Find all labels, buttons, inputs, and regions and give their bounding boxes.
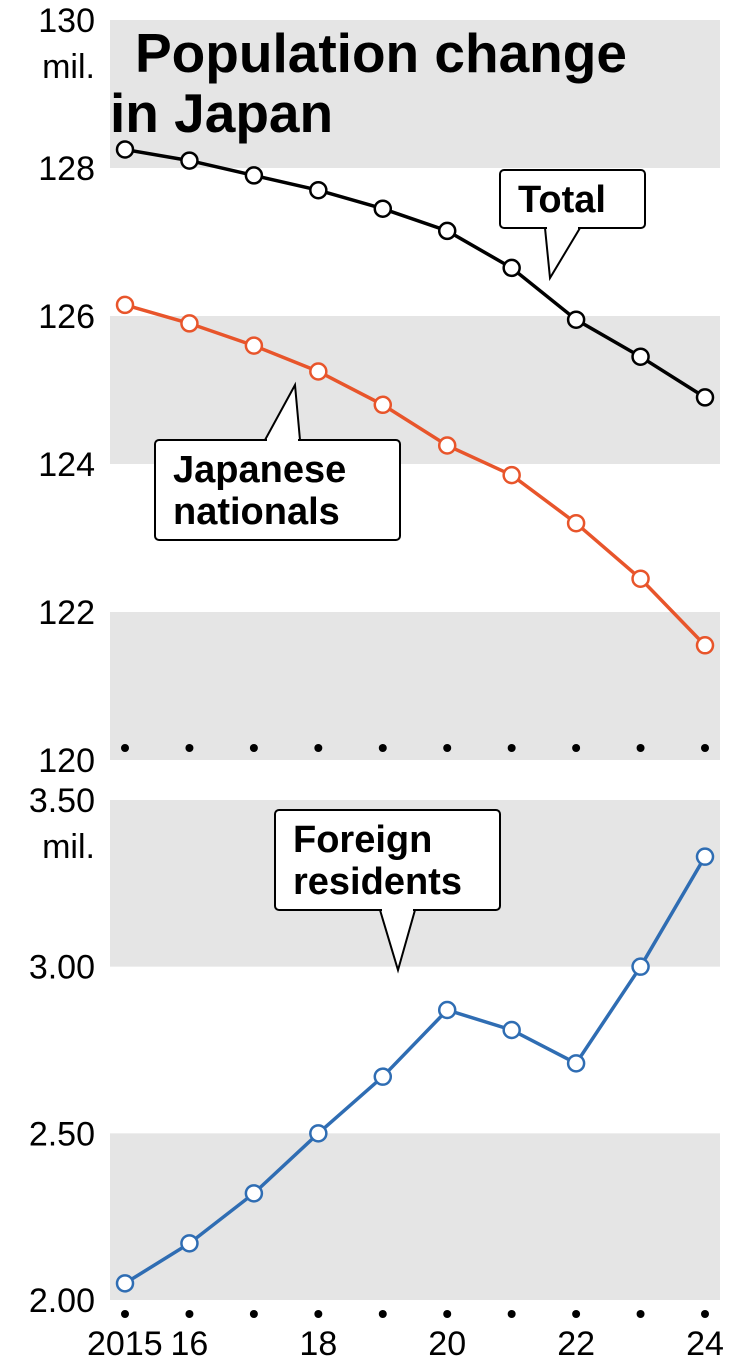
unit-label-bottom: mil. xyxy=(42,828,95,866)
y-tick-bottom: 3.00 xyxy=(29,949,95,987)
x-dot-top xyxy=(508,744,516,752)
x-dot-top xyxy=(250,744,258,752)
callout-text-total: Total xyxy=(518,179,606,221)
callout-text-japanese-1: Japanese xyxy=(173,449,346,491)
x-tick-label: 2015 xyxy=(87,1325,163,1363)
series-japanese-marker xyxy=(633,571,649,587)
y-tick-top: 130 xyxy=(38,2,95,40)
x-dot-top xyxy=(572,744,580,752)
x-dot-bottom xyxy=(443,1310,451,1318)
x-dot-bottom xyxy=(250,1310,258,1318)
series-foreign-marker xyxy=(117,1275,133,1291)
series-foreign-marker xyxy=(697,849,713,865)
series-foreign-marker xyxy=(181,1235,197,1251)
series-total-marker xyxy=(310,182,326,198)
x-dot-bottom xyxy=(185,1310,193,1318)
x-tick-label: 22 xyxy=(557,1325,595,1363)
y-tick-bottom: 2.00 xyxy=(29,1282,95,1320)
series-japanese-marker xyxy=(375,397,391,413)
series-total-marker xyxy=(117,142,133,158)
series-foreign-marker xyxy=(504,1022,520,1038)
series-total-marker xyxy=(568,312,584,328)
x-dot-bottom xyxy=(637,1310,645,1318)
chart-title-line2: in Japan xyxy=(110,82,333,144)
series-foreign-marker xyxy=(375,1069,391,1085)
x-tick-label: 20 xyxy=(428,1325,466,1363)
x-dot-bottom xyxy=(314,1310,322,1318)
series-japanese-marker xyxy=(310,364,326,380)
y-tick-bottom: 3.50 xyxy=(29,782,95,820)
callout-text-foreign-2: residents xyxy=(293,861,462,903)
x-dot-bottom xyxy=(508,1310,516,1318)
series-total-marker xyxy=(375,201,391,217)
series-foreign-marker xyxy=(246,1185,262,1201)
series-foreign-marker xyxy=(633,959,649,975)
x-dot-top xyxy=(637,744,645,752)
series-japanese-marker xyxy=(246,338,262,354)
chart-title-line1: Population change xyxy=(135,22,627,84)
y-tick-top: 128 xyxy=(38,150,95,188)
series-total-marker xyxy=(246,167,262,183)
series-japanese-marker xyxy=(117,297,133,313)
series-total-marker xyxy=(633,349,649,365)
series-total-marker xyxy=(504,260,520,276)
x-dot-bottom xyxy=(379,1310,387,1318)
x-dot-bottom xyxy=(572,1310,580,1318)
series-japanese-marker xyxy=(181,315,197,331)
x-tick-label: 18 xyxy=(299,1325,337,1363)
chart-svg: Population changein Japan 120 122 124 126 128… xyxy=(0,0,750,1370)
x-dot-bottom xyxy=(121,1310,129,1318)
x-dot-top xyxy=(379,744,387,752)
x-tick-label: 16 xyxy=(171,1325,209,1363)
series-total-marker xyxy=(181,153,197,169)
series-japanese-marker xyxy=(697,637,713,653)
series-total-marker xyxy=(439,223,455,239)
y-tick-bottom: 2.50 xyxy=(29,1115,95,1153)
x-tick-label: 24 xyxy=(686,1325,724,1363)
series-foreign-marker xyxy=(439,1002,455,1018)
x-dot-top xyxy=(701,744,709,752)
series-japanese-marker xyxy=(568,515,584,531)
unit-label-top: mil. xyxy=(42,48,95,86)
series-japanese-marker xyxy=(504,467,520,483)
series-total-marker xyxy=(697,389,713,405)
callout-pointer-total xyxy=(545,228,580,278)
y-tick-top: 122 xyxy=(38,594,95,632)
series-foreign-marker xyxy=(310,1125,326,1141)
x-dot-top xyxy=(314,744,322,752)
x-dot-bottom xyxy=(701,1310,709,1318)
series-foreign-marker xyxy=(568,1055,584,1071)
x-dot-top xyxy=(121,744,129,752)
callout-text-foreign-1: Foreign xyxy=(293,819,432,861)
x-dot-top xyxy=(443,744,451,752)
x-dot-top xyxy=(185,744,193,752)
y-tick-top: 124 xyxy=(38,446,95,484)
series-japanese-marker xyxy=(439,438,455,454)
callout-text-japanese-2: nationals xyxy=(173,491,340,533)
y-tick-top: 126 xyxy=(38,298,95,336)
chart-figure: Population changein Japan 120 122 124 126 128… xyxy=(0,0,750,1370)
y-tick-top: 120 xyxy=(38,742,95,780)
